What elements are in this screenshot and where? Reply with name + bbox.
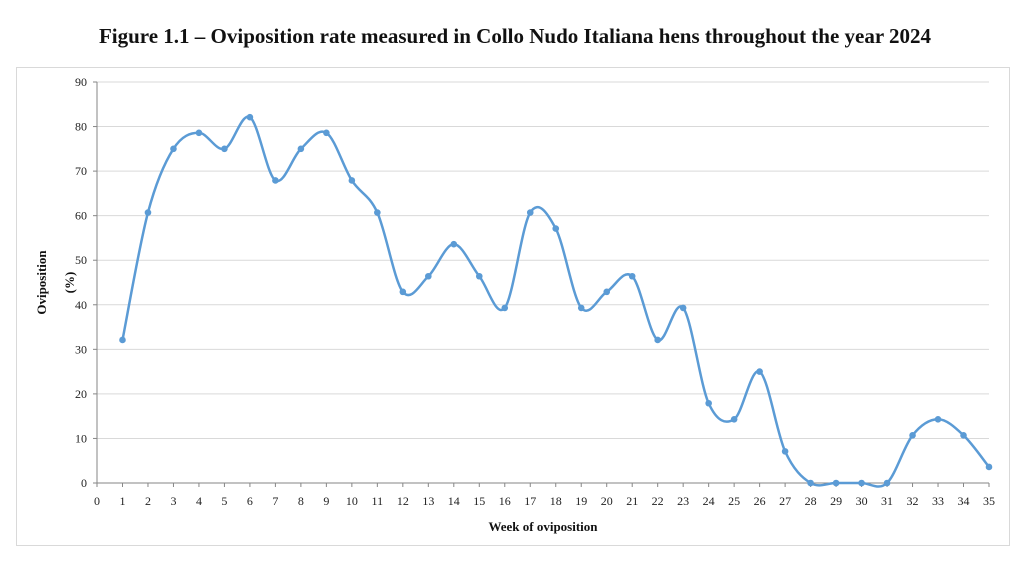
data-point — [832, 479, 840, 487]
x-tick-label: 19 — [575, 494, 587, 508]
x-tick-label: 5 — [221, 494, 227, 508]
y-tick-label: 30 — [75, 342, 87, 356]
x-tick-label: 31 — [881, 494, 893, 508]
x-tick-label: 27 — [779, 494, 791, 508]
x-tick-label: 16 — [499, 494, 511, 508]
data-point — [246, 113, 254, 121]
data-point — [119, 336, 126, 344]
x-axis-title: Week of oviposition — [488, 519, 598, 534]
x-tick-label: 11 — [372, 494, 384, 508]
y-tick-label: 60 — [75, 209, 87, 223]
x-tick-label: 21 — [626, 494, 638, 508]
series-line — [121, 115, 990, 488]
y-tick-label: 90 — [75, 75, 87, 89]
x-tick-label: 34 — [958, 494, 970, 508]
data-point — [475, 272, 483, 280]
data-point — [705, 399, 712, 407]
data-points — [119, 113, 993, 487]
data-point — [577, 304, 585, 312]
x-tick-label: 33 — [932, 494, 944, 508]
y-axis-title: Oviposition (%) — [34, 250, 77, 315]
x-tick-label: 29 — [830, 494, 842, 508]
x-tick-label: 25 — [728, 494, 740, 508]
y-tick-label: 50 — [75, 253, 87, 267]
data-point — [374, 209, 381, 216]
x-tick-label: 8 — [298, 494, 304, 508]
x-tick-label: 13 — [422, 494, 434, 508]
data-point — [985, 463, 993, 471]
gridlines — [97, 81, 989, 439]
y-tick-label: 0 — [81, 476, 87, 490]
data-point — [399, 288, 407, 296]
data-point — [679, 304, 687, 312]
y-tick-labels: 0 10 20 30 40 50 60 70 80 90 — [75, 75, 87, 490]
y-tick-label: 80 — [75, 120, 87, 134]
data-series — [121, 115, 990, 488]
y-tick-label: 70 — [75, 164, 87, 178]
y-tick-label: 40 — [75, 298, 87, 312]
data-point — [654, 336, 661, 344]
x-tick-label: 7 — [272, 494, 278, 508]
data-point — [552, 225, 560, 232]
data-point — [909, 432, 916, 439]
data-point — [195, 129, 203, 137]
x-tick-label: 28 — [805, 494, 817, 508]
x-tick-label: 22 — [652, 494, 664, 508]
x-tick-label: 10 — [346, 494, 358, 508]
x-tick-label: 9 — [323, 494, 329, 508]
x-tick-label: 26 — [754, 494, 766, 508]
x-tick-label: 32 — [907, 494, 919, 508]
x-tick-label: 17 — [524, 494, 536, 508]
x-tick-label: 1 — [119, 494, 125, 508]
x-tick-label: 18 — [550, 494, 562, 508]
data-point — [756, 368, 763, 375]
x-tick-label: 24 — [703, 494, 715, 508]
chart-frame — [16, 67, 1010, 546]
data-point — [450, 240, 458, 248]
data-point — [323, 129, 330, 137]
data-point — [858, 479, 865, 487]
data-point — [425, 272, 432, 280]
x-tick-label: 6 — [247, 494, 253, 508]
data-point — [807, 479, 814, 487]
axes — [93, 81, 990, 487]
data-point — [144, 209, 152, 216]
x-tick-label: 30 — [856, 494, 868, 508]
x-tick-label: 12 — [397, 494, 409, 508]
y-tick-label: 10 — [75, 431, 87, 445]
y-tick-label: 20 — [75, 387, 87, 401]
data-point — [272, 177, 279, 184]
x-tick-label: 0 — [94, 494, 100, 508]
x-tick-label: 2 — [145, 494, 151, 508]
data-point — [221, 145, 228, 153]
x-tick-labels: 0 1 2 3 4 5 6 7 8 9 10 11 12 13 14 15 16 17 18 19 20 21 22 23 24… — [94, 494, 995, 508]
data-point — [960, 432, 967, 439]
data-point — [883, 479, 891, 487]
x-tick-label: 3 — [170, 494, 176, 508]
data-point — [934, 415, 942, 423]
data-point — [297, 145, 305, 153]
data-point — [170, 145, 177, 153]
x-tick-label: 20 — [601, 494, 613, 508]
x-tick-label: 35 — [983, 494, 995, 508]
x-tick-label: 15 — [473, 494, 485, 508]
y-axis-title-line: Oviposition — [34, 250, 49, 315]
data-point — [781, 448, 789, 455]
x-tick-label: 23 — [677, 494, 689, 508]
data-point — [628, 272, 636, 280]
data-point — [603, 288, 611, 296]
data-point — [730, 415, 738, 423]
figure-title: Figure 1.1 – Oviposition rate measured i… — [98, 24, 932, 48]
data-point — [526, 209, 534, 216]
y-axis-title-line: (%) — [62, 272, 77, 294]
x-tick-label: 4 — [196, 494, 202, 508]
data-point — [348, 177, 356, 184]
data-point — [501, 304, 509, 312]
x-tick-label: 14 — [448, 494, 460, 508]
